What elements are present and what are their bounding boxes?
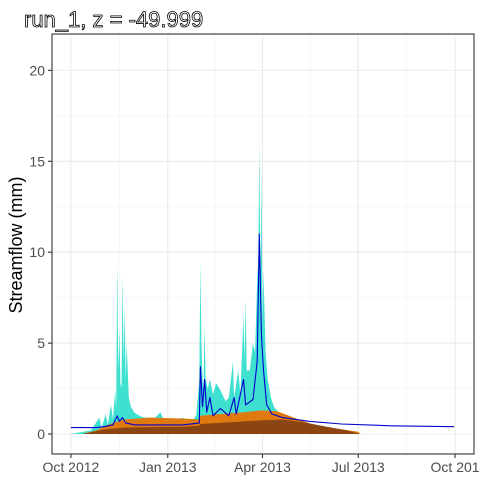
x-tick-label: Oct 201 [431, 459, 480, 475]
plot-title: run_1, z = -49.999 [24, 7, 203, 32]
x-tick-label: Jan 2013 [139, 459, 197, 475]
series-3-line [70, 233, 455, 429]
y-tick-label: 5 [37, 335, 45, 351]
axes: 0 5 10 15 20 Oct 2012 Jan 2013 Apr 2013 Jul 2013… [29, 62, 479, 475]
y-tick-label: 10 [29, 244, 45, 260]
y-tick-label: 15 [29, 153, 45, 169]
x-tick-label: Jul 2013 [332, 459, 385, 475]
series-2-area [82, 419, 361, 434]
x-tick-label: Apr 2013 [234, 459, 291, 475]
y-tick-label: 0 [37, 426, 45, 442]
data-marks [70, 143, 455, 434]
y-tick-label: 20 [29, 62, 45, 78]
y-axis-title: Streamflow (mm) [6, 176, 26, 313]
x-tick-label: Oct 2012 [43, 459, 100, 475]
